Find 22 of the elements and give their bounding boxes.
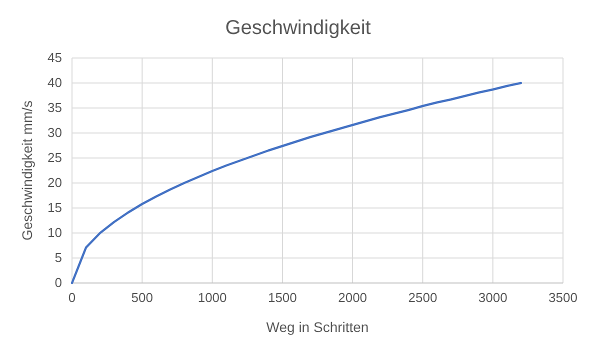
line-series bbox=[70, 82, 522, 284]
x-tick-label: 1000 bbox=[198, 290, 227, 306]
y-tick-label: 20 bbox=[48, 175, 62, 190]
x-axis-title: Weg in Schritten bbox=[266, 319, 369, 335]
y-tick-label: 15 bbox=[48, 200, 62, 216]
y-tick-label: 0 bbox=[54, 275, 62, 290]
x-tick-label: 3500 bbox=[548, 290, 578, 306]
y-tick-label: 30 bbox=[48, 125, 62, 140]
x-tick-label: 2000 bbox=[338, 290, 368, 306]
y-tick-label: 45 bbox=[48, 50, 62, 66]
y-tick-label: 35 bbox=[48, 100, 62, 116]
y-tick-label: 25 bbox=[48, 150, 62, 166]
y-tick-label: 40 bbox=[48, 75, 62, 90]
chart-title: Geschwindigkeit bbox=[225, 17, 372, 39]
x-tick-label: 2500 bbox=[408, 290, 438, 306]
x-tick-label: 0 bbox=[68, 290, 76, 306]
x-tick-label: 1500 bbox=[268, 290, 297, 306]
x-tick-label: 3000 bbox=[478, 290, 508, 306]
y-tick-label: 5 bbox=[54, 250, 62, 266]
x-tick-label: 500 bbox=[131, 290, 153, 306]
y-axis-title: Geschwindigkeit mm/s bbox=[19, 100, 35, 241]
y-tick-label: 10 bbox=[48, 225, 62, 240]
